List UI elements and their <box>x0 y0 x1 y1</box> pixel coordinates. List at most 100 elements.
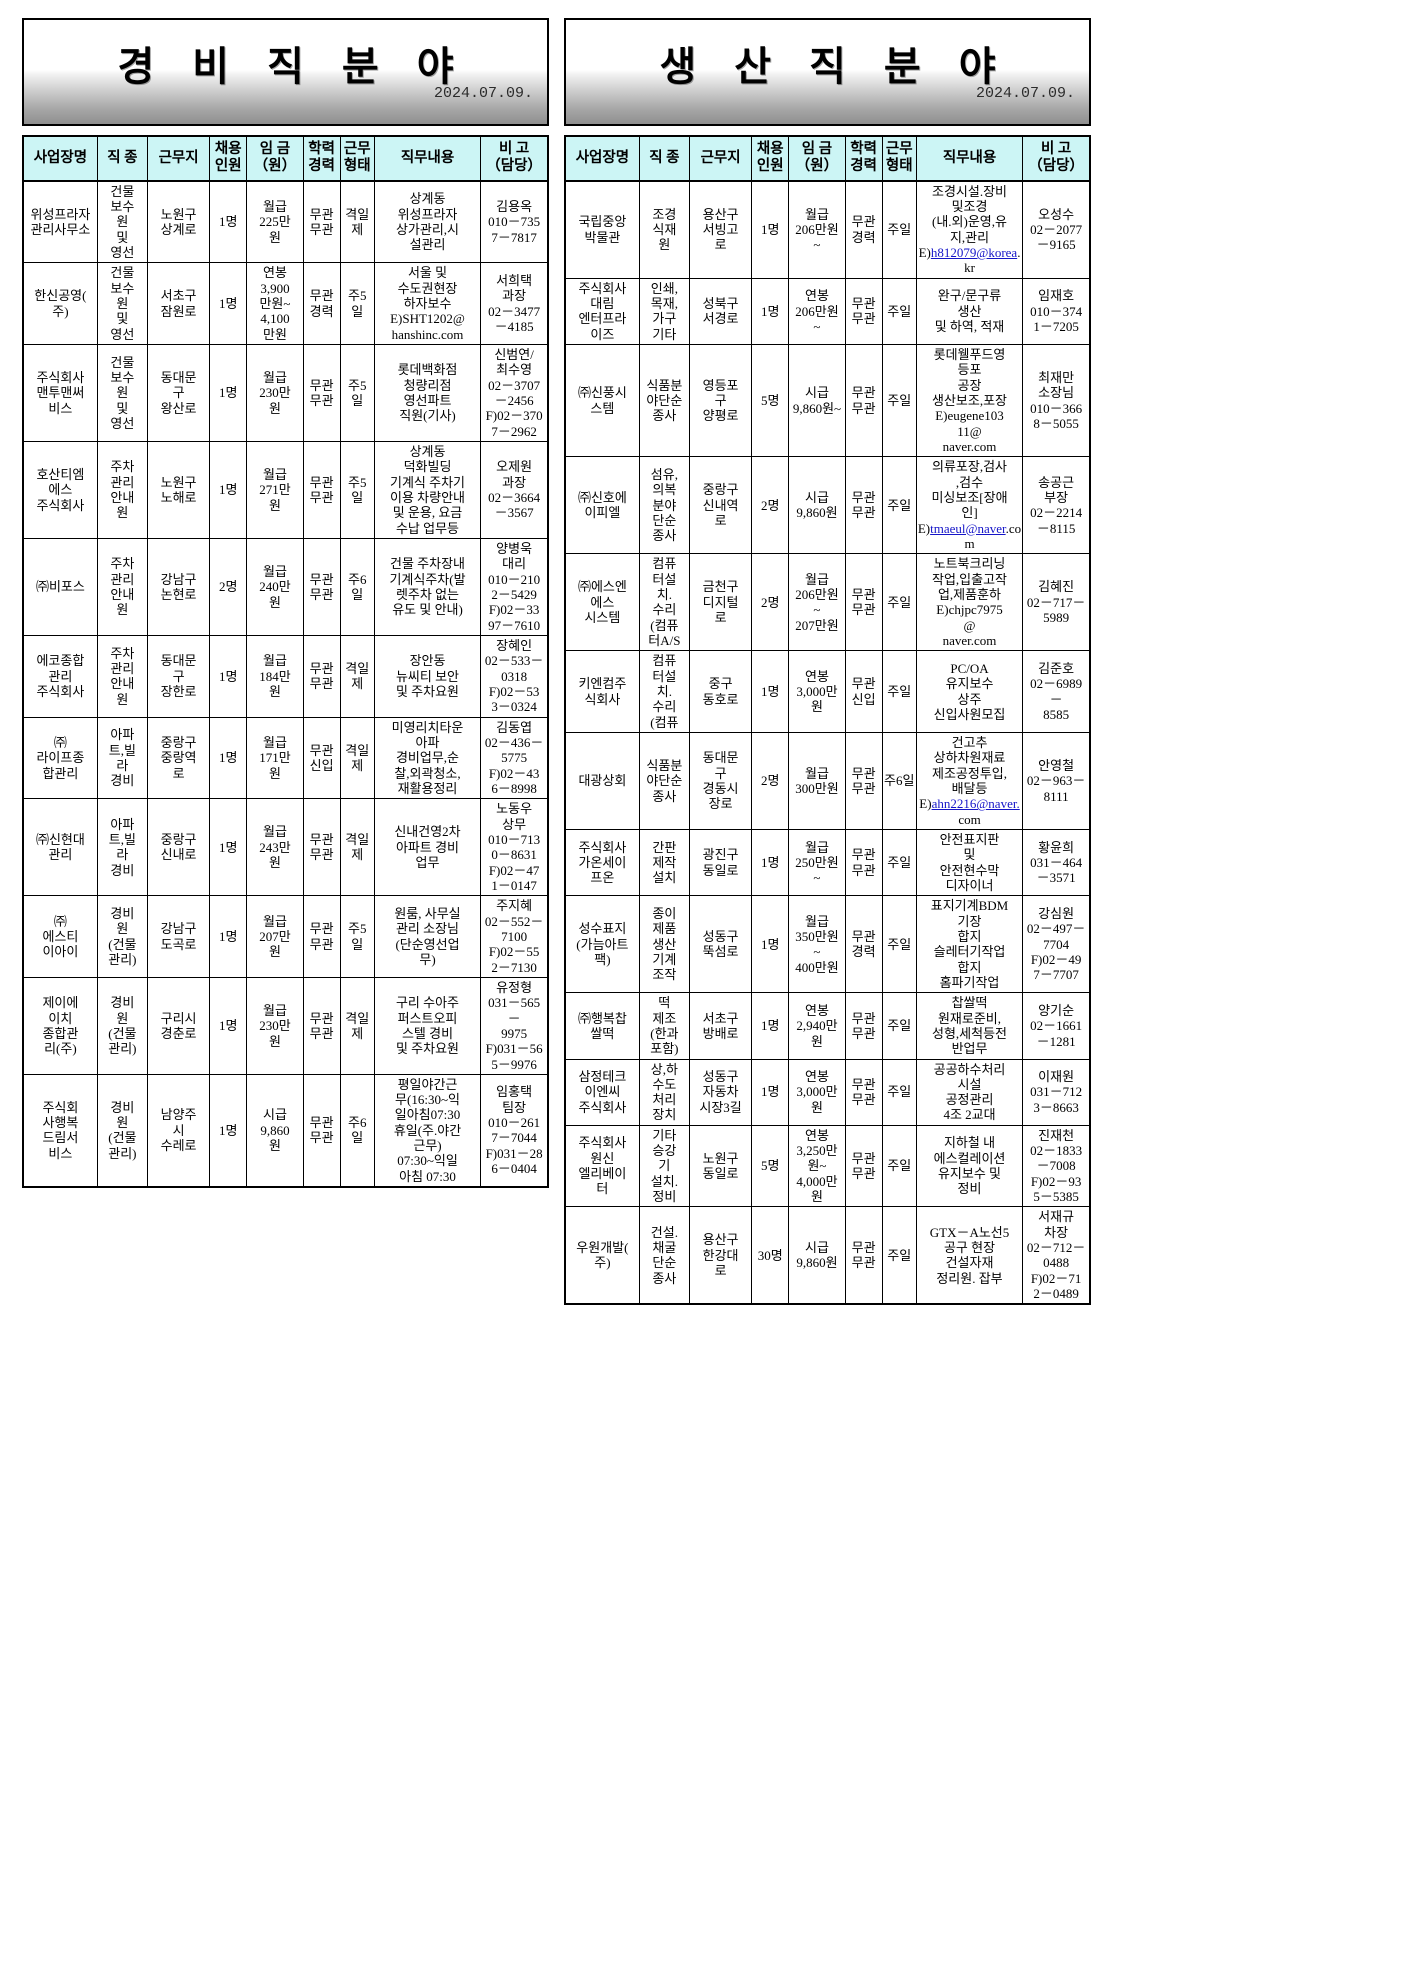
table-row: 주식회사 원신 엘리베이 터 기타 승강 기 설치. 정비 노원구 동일로 5명 연봉 3,250만 원~ 4… <box>564 1124 1091 1208</box>
cell-wage: 월급 207만 원 <box>246 895 304 978</box>
cell-headcount: 1명 <box>209 180 248 264</box>
col-header-place: 근무지 <box>688 135 753 182</box>
cell-work-location: 성동구 뚝섬로 <box>688 895 753 994</box>
cell-job-type: 경비 원 (건물 관리) <box>96 976 148 1075</box>
cell-job-type: 주차 관리 안내 원 <box>96 634 148 718</box>
cell-job-type: 건물 보수 원 및 영선 <box>96 344 148 443</box>
cell-job-type: 경비 원 (건물 관리) <box>96 1073 148 1188</box>
table-row: 대광상회 식품분 야단순 종사 동대문 구 경동시 장로 2명 월급 300만원 무관 무관 주6일 건고추… <box>564 731 1091 830</box>
panel-security-jobs: 경 비 직 분 야 2024.07.09. 사업장명 직 종 근무지 채용 인원 … <box>22 18 549 1189</box>
cell-job-type: 건설. 채굴 단순 종사 <box>638 1206 690 1305</box>
cell-education-career: 무관 무관 <box>302 895 341 978</box>
cell-wage: 월급 184만 원 <box>246 634 304 718</box>
cell-job-type: 조경 식재 원 <box>638 180 690 279</box>
cell-contact-note: 노동우 상무 010－713 0－8631 F)02－47 1－0147 <box>480 798 549 897</box>
job-table-production: 사업장명 직 종 근무지 채용 인원 임 금 （원） 학력 경력 근무 형태 직무내용 … <box>564 135 1091 1306</box>
cell-education-career: 무관 무관 <box>302 180 341 264</box>
banner-security: 경 비 직 분 야 2024.07.09. <box>22 18 549 126</box>
table-row: 주식회 사행복 드림서 비스 경비 원 (건물 관리) 남양주 시 수레로 1명 시급 9,860 원 무관 무… <box>22 1073 549 1188</box>
cell-job-type: 경비 원 (건물 관리) <box>96 895 148 978</box>
cell-workplace-name: 위성프라자 관리사무소 <box>22 180 98 264</box>
cell-contact-note: 신범연/최수영 02－3707 －2456 F)02－370 7－2962 <box>480 344 549 443</box>
cell-education-career: 무관 무관 <box>302 538 341 636</box>
col-header-job: 직 종 <box>96 135 148 182</box>
cell-wage: 월급 171만 원 <box>246 716 304 800</box>
cell-work-location: 구리시 경춘로 <box>146 976 211 1075</box>
cell-wage: 월급 225만 원 <box>246 180 304 264</box>
cell-contact-note: 임재호 010－374 1－7205 <box>1022 277 1091 346</box>
cell-job-description: 미영리치타운 아파 경비업무,순 찰,외곽청소, 재활용정리 <box>373 716 482 800</box>
table-row: 제이에 이치 종합관 리(주) 경비 원 (건물 관리) 구리시 경춘로 1명 월급 230만 원 무관 무관… <box>22 976 549 1075</box>
cell-workplace-name: 우원개발(주) <box>564 1206 640 1305</box>
cell-education-career: 무관 무관 <box>302 344 341 443</box>
cell-job-type: 식품분 야단순 종사 <box>638 731 690 830</box>
cell-work-location: 용산구 서빙고 로 <box>688 180 753 279</box>
email-link[interactable]: ahn2216@naver. <box>931 796 1020 812</box>
table-row: 위성프라자 관리사무소 건물 보수 원 및 영선 노원구 상계로 1명 월급 225만 원 무관 무관 격일 제… <box>22 180 549 264</box>
cell-workplace-name: ㈜신현대 관리 <box>22 798 98 897</box>
cell-education-career: 무관 무관 <box>844 1058 883 1126</box>
cell-contact-note: 오성수 02－2077 －9165 <box>1022 180 1091 279</box>
col-header-edu: 학력 경력 <box>844 135 883 182</box>
cell-job-description: GTX－A노선5 공구 현장 건설자재 정리원. 잡부 <box>915 1206 1024 1305</box>
cell-contact-note: 송공근 부장 02－2214 －8115 <box>1022 456 1091 555</box>
cell-work-schedule: 주5 일 <box>339 895 375 978</box>
cell-workplace-name: ㈜신풍시 스템 <box>564 344 640 458</box>
banner-date-production: 2024.07.09. <box>975 85 1075 102</box>
col-header-headcount: 채용 인원 <box>209 135 248 182</box>
cell-wage: 연봉 3,900 만원~ 4,100 만원 <box>246 262 304 346</box>
table-row: 키엔컴주 식회사 컴퓨 터설 치. 수리 (컴퓨 중구 동호로 1명 연봉 3,000만 원 무관 신입 주일… <box>564 650 1091 733</box>
cell-headcount: 1명 <box>751 828 790 897</box>
cell-education-career: 무관 무관 <box>844 1206 883 1305</box>
cell-work-location: 강남구 도곡로 <box>146 895 211 978</box>
cell-education-career: 무관 경력 <box>844 180 883 279</box>
email-link[interactable]: h812079@korea <box>930 245 1018 261</box>
cell-job-type: 컴퓨 터설 치. 수리 (컴퓨 <box>638 650 690 733</box>
cell-job-type: 떡 제조 (한과 포함) <box>638 992 690 1060</box>
cell-wage: 월급 271만 원 <box>246 441 304 539</box>
cell-contact-note: 황윤희 031－464 －3571 <box>1022 828 1091 897</box>
cell-workplace-name: 주식회사 맨투맨써 비스 <box>22 344 98 443</box>
cell-wage: 연봉 3,250만 원~ 4,000만 원 <box>788 1124 846 1208</box>
cell-workplace-name: 주식회사 원신 엘리베이 터 <box>564 1124 640 1208</box>
cell-work-location: 중랑구 신내역 로 <box>688 456 753 555</box>
cell-work-schedule: 주일 <box>881 895 917 994</box>
cell-headcount: 1명 <box>209 262 248 346</box>
cell-education-career: 무관 무관 <box>302 976 341 1075</box>
cell-headcount: 1명 <box>751 895 790 994</box>
cell-work-schedule: 주일 <box>881 180 917 279</box>
cell-wage: 월급 250만원 ~ <box>788 828 846 897</box>
cell-education-career: 무관 무관 <box>844 553 883 652</box>
cell-contact-note: 최재만 소장님 010－366 8－5055 <box>1022 344 1091 458</box>
cell-contact-note: 김용옥 010－735 7－7817 <box>480 180 549 264</box>
table-row: 호산티엠 에스 주식회사 주차 관리 안내 원 노원구 노해로 1명 월급 271만 원 무관 무관 주5 일 상… <box>22 441 549 539</box>
cell-education-career: 무관 무관 <box>844 828 883 897</box>
cell-education-career: 무관 무관 <box>302 798 341 897</box>
cell-job-type: 상,하 수도 처리 장치 <box>638 1058 690 1126</box>
table-row: ㈜신풍시 스템 식품분 야단순 종사 영등포 구 양평로 5명 시급 9,860원~ 무관 무관 주일 롯데… <box>564 344 1091 458</box>
cell-wage: 월급 350만원 ~400만원 <box>788 895 846 994</box>
cell-job-type: 주차 관리 안내 원 <box>96 441 148 539</box>
cell-work-location: 강남구 논현로 <box>146 538 211 636</box>
cell-job-description: 완구/문구류 생산 및 하역, 적재 <box>915 277 1024 346</box>
col-header-wage: 임 금 （원） <box>788 135 846 182</box>
cell-job-description: 공공하수처리 시설 공정관리 4조 2교대 <box>915 1058 1024 1126</box>
cell-workplace-name: 에코종합 관리 주식회사 <box>22 634 98 718</box>
col-header-note: 비 고 （담당） <box>1022 135 1091 182</box>
cell-work-location: 노원구 동일로 <box>688 1124 753 1208</box>
cell-headcount: 1명 <box>209 716 248 800</box>
cell-wage: 연봉 3,000만 원 <box>788 650 846 733</box>
cell-headcount: 1명 <box>751 180 790 279</box>
cell-contact-note: 서희택 과장 02－3477 －4185 <box>480 262 549 346</box>
email-link[interactable]: tmaeul@naver <box>930 520 1006 536</box>
cell-job-type: 건물 보수 원 및 영선 <box>96 262 148 346</box>
cell-work-schedule: 주일 <box>881 277 917 346</box>
cell-workplace-name: 호산티엠 에스 주식회사 <box>22 441 98 539</box>
cell-job-description: 노트북크리닝 작업,입출고작 업,제품훈하 E)chjpc7975 @ naver.com <box>915 553 1024 652</box>
cell-headcount: 1명 <box>751 992 790 1060</box>
panel-production-jobs: 생 산 직 분 야 2024.07.09. 사업장명 직 종 근무지 채용 인원 … <box>564 18 1091 1306</box>
cell-work-location: 중랑구 중랑역 로 <box>146 716 211 800</box>
cell-contact-note: 김동엽 02－436－ 5775 F)02－43 6－8998 <box>480 716 549 800</box>
